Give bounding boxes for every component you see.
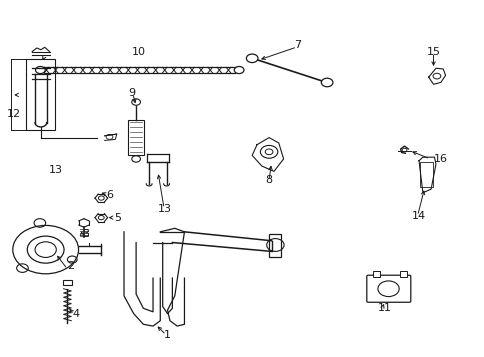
- Bar: [26, 59, 55, 131]
- Text: 11: 11: [378, 303, 392, 313]
- Bar: [62, 280, 72, 285]
- Text: 13: 13: [49, 165, 63, 175]
- Text: 13: 13: [158, 204, 172, 214]
- Text: 14: 14: [411, 211, 425, 221]
- Text: 8: 8: [265, 175, 272, 185]
- Text: 2: 2: [67, 261, 74, 271]
- Text: 5: 5: [114, 213, 121, 223]
- FancyBboxPatch shape: [366, 275, 410, 302]
- Bar: [128, 120, 144, 155]
- Text: 4: 4: [72, 310, 79, 320]
- Text: 12: 12: [7, 110, 21, 120]
- Text: 1: 1: [164, 330, 171, 340]
- Text: 3: 3: [82, 228, 89, 238]
- Text: 15: 15: [425, 47, 439, 57]
- Text: 10: 10: [131, 47, 145, 57]
- Bar: [269, 233, 281, 257]
- Bar: [372, 271, 379, 277]
- Text: 6: 6: [106, 190, 113, 200]
- Text: 7: 7: [294, 40, 301, 50]
- Text: 16: 16: [433, 154, 447, 164]
- Text: 9: 9: [128, 88, 136, 98]
- Bar: [420, 162, 432, 187]
- Bar: [399, 271, 406, 277]
